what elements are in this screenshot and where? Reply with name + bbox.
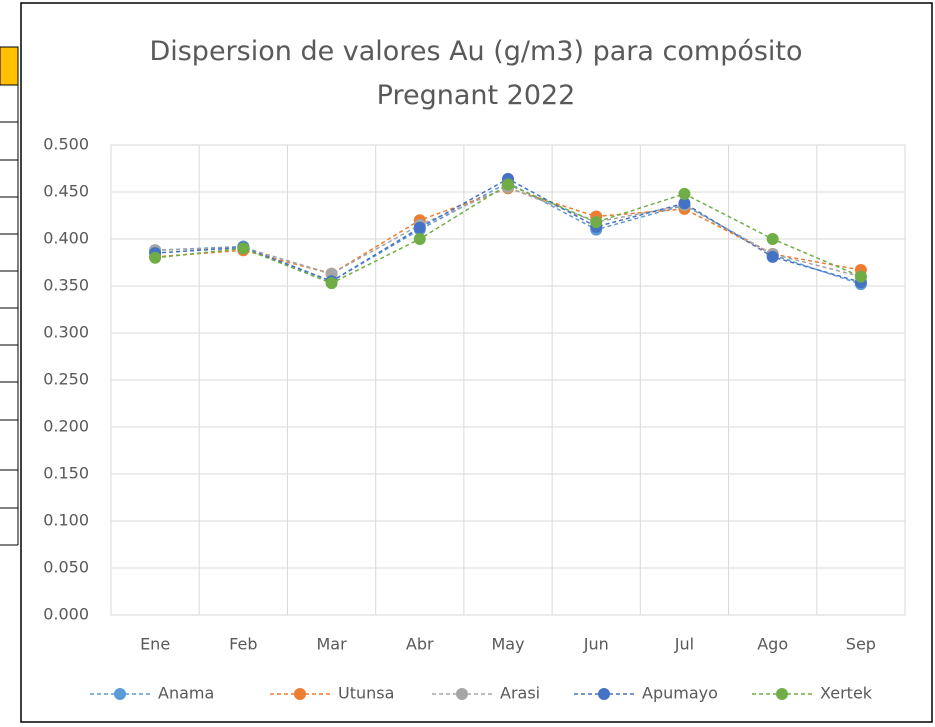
- x-tick-label: Abr: [406, 635, 434, 654]
- x-tick-label: Ago: [757, 635, 788, 654]
- point: [678, 187, 691, 200]
- y-tick-label: 0.250: [43, 370, 89, 389]
- x-tick-label: Feb: [229, 635, 257, 654]
- legend-label: Arasi: [500, 684, 540, 703]
- sheet-fragment: [0, 46, 19, 546]
- point: [678, 197, 691, 210]
- chart-title: Dispersion de valores Au (g/m3) para com…: [149, 36, 803, 111]
- y-tick-label: 0.350: [43, 276, 89, 295]
- point: [413, 233, 426, 245]
- point: [237, 242, 250, 255]
- x-tick-label: Sep: [846, 635, 876, 654]
- chart-frame: [20, 2, 933, 723]
- point: [590, 216, 603, 229]
- point: [502, 178, 514, 191]
- legend-marker: [598, 688, 610, 700]
- x-tick-label: May: [491, 635, 524, 654]
- y-tick-label: 0.000: [43, 605, 89, 624]
- y-tick-label: 0.500: [43, 135, 89, 154]
- legend-marker: [456, 688, 468, 700]
- y-tick-label: 0.150: [43, 464, 89, 483]
- legend-marker: [114, 688, 126, 700]
- cell-borders: [0, 47, 19, 546]
- y-tick-label: 0.450: [43, 182, 89, 201]
- header-cell: [0, 46, 19, 86]
- y-tick-label: 0.300: [43, 323, 89, 342]
- legend-marker: [776, 688, 788, 700]
- y-tick-label: 0.100: [43, 511, 89, 530]
- x-tick-label: Ene: [140, 635, 170, 654]
- point: [766, 233, 779, 245]
- y-tick-label: 0.050: [43, 558, 89, 577]
- legend-label: Utunsa: [338, 684, 394, 703]
- legend-label: Apumayo: [642, 684, 718, 703]
- legend-marker: [294, 688, 306, 700]
- x-tick-label: Jul: [674, 635, 694, 654]
- point: [149, 251, 162, 264]
- legend-label: Anama: [158, 684, 214, 703]
- x-tick-label: Jun: [583, 635, 609, 654]
- y-tick-label: 0.400: [43, 229, 89, 248]
- x-tick-label: Mar: [316, 635, 347, 654]
- legend-label: Xertek: [820, 684, 873, 703]
- point: [766, 250, 779, 263]
- point: [413, 221, 426, 234]
- point: [854, 270, 867, 283]
- y-tick-label: 0.200: [43, 417, 89, 436]
- point: [325, 277, 338, 290]
